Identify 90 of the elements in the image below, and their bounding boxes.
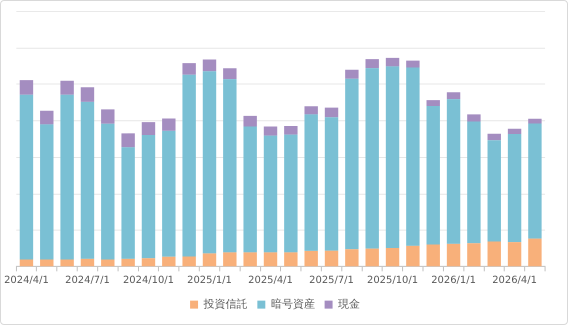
bar — [446, 92, 460, 100]
bar — [101, 109, 115, 124]
bar — [264, 126, 278, 136]
bar — [304, 114, 318, 251]
bar — [324, 108, 338, 118]
bar — [202, 253, 216, 266]
bar — [162, 118, 176, 131]
bar — [80, 87, 94, 102]
bar — [182, 74, 196, 257]
bar — [162, 130, 176, 257]
bar — [488, 134, 501, 140]
x-tick-label: 2025/1/1 — [187, 274, 232, 286]
bar — [223, 68, 237, 80]
x-tick-label: 2025/10/1 — [367, 274, 418, 286]
x-tick-label: 2024/10/1 — [122, 274, 174, 286]
bar — [243, 116, 257, 126]
bar — [20, 80, 34, 95]
bar — [243, 126, 257, 252]
bar — [528, 238, 542, 266]
bar — [182, 63, 196, 75]
bar — [345, 70, 359, 79]
bar — [121, 133, 135, 148]
bar — [60, 94, 74, 260]
x-tick-label: 2024/7/1 — [65, 274, 110, 286]
bar — [142, 122, 156, 135]
bar — [406, 246, 420, 266]
bar — [80, 102, 94, 259]
bar — [142, 135, 156, 258]
x-tick-label: 2026/1/1 — [431, 274, 476, 286]
bar — [20, 94, 34, 260]
bar — [243, 252, 257, 266]
bar — [365, 248, 379, 266]
bar — [406, 60, 420, 68]
bar — [304, 250, 318, 266]
bar — [467, 243, 481, 266]
bar — [426, 106, 440, 244]
bar — [426, 100, 440, 106]
x-tick-label: 2025/4/1 — [248, 274, 293, 286]
bar — [386, 58, 400, 66]
bar — [202, 60, 216, 72]
legend-label: 投資信託 — [202, 297, 248, 310]
bar — [324, 250, 338, 266]
bar — [345, 249, 359, 266]
bar — [264, 136, 278, 252]
bar — [386, 248, 400, 266]
bar — [304, 106, 318, 114]
bar — [488, 140, 501, 242]
legend-label: 現金 — [338, 297, 360, 310]
bar — [101, 259, 115, 266]
bar — [446, 244, 460, 266]
bar — [121, 258, 135, 266]
bar — [223, 252, 237, 266]
bar — [284, 126, 298, 135]
bar — [40, 110, 54, 124]
bar — [284, 134, 298, 252]
bar — [508, 242, 522, 266]
bar — [40, 259, 54, 266]
bar — [528, 124, 542, 239]
bar — [20, 259, 34, 266]
bar — [446, 99, 460, 244]
bar — [406, 67, 420, 246]
x-tick-label: 2025/7/1 — [309, 274, 354, 286]
bar — [264, 252, 278, 266]
bar — [80, 258, 94, 266]
bar — [467, 114, 481, 122]
bar — [365, 68, 379, 249]
bar — [488, 242, 501, 266]
bar — [467, 121, 481, 244]
bar — [142, 258, 156, 266]
bar — [101, 124, 115, 260]
bar — [365, 59, 379, 68]
bar — [426, 244, 440, 266]
bar — [528, 118, 542, 124]
bar — [182, 256, 196, 266]
legend-label: 暗号資産 — [270, 297, 315, 310]
x-tick-label: 2024/4/1 — [4, 274, 49, 286]
bar — [508, 134, 522, 242]
bar — [223, 79, 237, 252]
bar — [60, 259, 74, 266]
bar — [60, 80, 74, 95]
x-tick-label: 2026/4/1 — [492, 274, 537, 286]
bar — [121, 147, 135, 259]
bar — [40, 124, 54, 260]
bar — [345, 78, 359, 250]
bar — [508, 128, 522, 134]
bar — [284, 252, 298, 266]
bar — [202, 71, 216, 254]
bar — [324, 117, 338, 251]
bar — [386, 66, 400, 248]
bar — [162, 256, 176, 266]
